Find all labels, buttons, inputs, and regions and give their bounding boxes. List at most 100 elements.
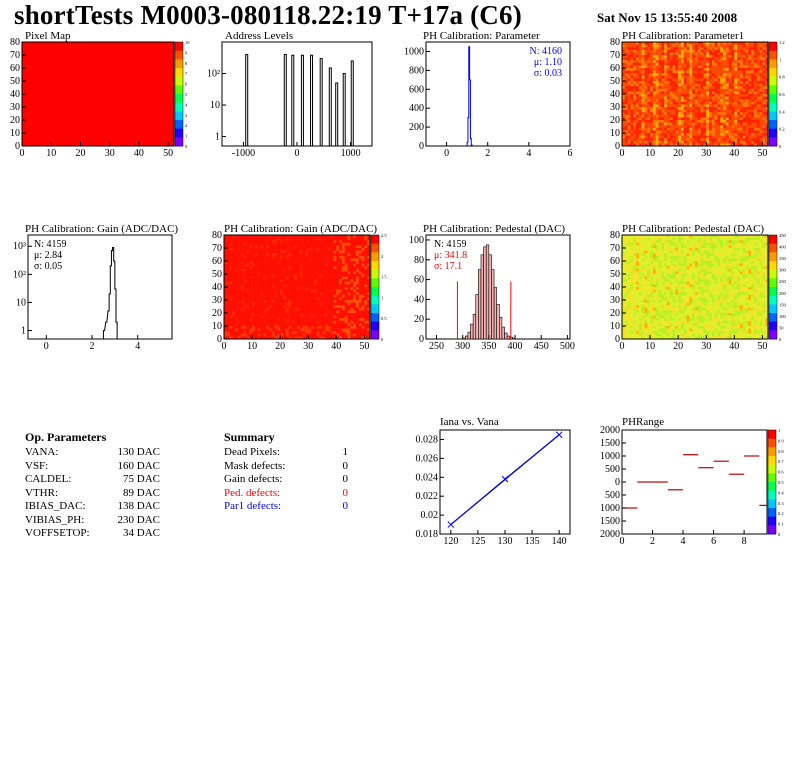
gain-cell bbox=[361, 305, 365, 309]
parameter1-cell bbox=[723, 114, 727, 118]
gain-cell bbox=[297, 276, 301, 280]
parameter1-cell bbox=[664, 83, 668, 87]
parameter1-cell bbox=[703, 70, 707, 74]
gain-cell bbox=[358, 307, 362, 311]
gain-cell bbox=[327, 281, 331, 285]
gain-cell bbox=[344, 271, 348, 275]
parameter1-cell bbox=[717, 44, 721, 48]
parameter1-cell bbox=[666, 62, 671, 66]
pedestal-cell bbox=[636, 245, 640, 249]
parameter1-cell bbox=[759, 75, 763, 79]
gain-cell bbox=[299, 281, 303, 285]
gain-cell bbox=[361, 320, 365, 324]
gain-cell bbox=[249, 336, 253, 340]
parameter1-cell bbox=[725, 68, 729, 71]
y-tick-label: 400 bbox=[409, 103, 424, 114]
parameter1-cell bbox=[734, 57, 738, 61]
parameter1-cell bbox=[658, 65, 662, 69]
gain-cell bbox=[243, 276, 247, 280]
parameter1-cell bbox=[652, 47, 656, 51]
parameter1-cell bbox=[734, 47, 738, 51]
parameter1-cell bbox=[669, 70, 673, 74]
parameter1-cell bbox=[689, 117, 693, 121]
gain-cell bbox=[325, 268, 329, 272]
parameter1-cell bbox=[742, 130, 746, 134]
gain-cell bbox=[285, 237, 289, 241]
parameter1-cell bbox=[678, 81, 682, 84]
pedestal-cell bbox=[647, 297, 651, 301]
gain-cell bbox=[246, 255, 250, 259]
parameter1-cell bbox=[661, 120, 665, 123]
parameter1-cell bbox=[678, 68, 682, 71]
pedestal-cell bbox=[622, 328, 626, 332]
parameter1-cell bbox=[706, 127, 710, 131]
parameter1-cell bbox=[745, 47, 749, 51]
gain-cell bbox=[249, 281, 253, 285]
gain-cell bbox=[344, 323, 348, 327]
parameter1-cell bbox=[737, 47, 741, 51]
gain-cell bbox=[358, 253, 362, 257]
gain-cell bbox=[355, 235, 360, 238]
parameter1-cell bbox=[737, 117, 741, 121]
x-tick-label: 0 bbox=[222, 341, 227, 352]
parameter1-cell bbox=[638, 83, 642, 87]
parameter1-cell bbox=[678, 86, 682, 90]
gain-cell bbox=[311, 323, 315, 327]
pedestal-cell bbox=[638, 297, 642, 301]
gain-cell bbox=[339, 297, 343, 301]
parameter1-cell bbox=[627, 65, 631, 69]
gain-cell bbox=[327, 320, 331, 324]
parameter1-cell bbox=[622, 91, 626, 95]
gain-cell bbox=[277, 333, 281, 337]
parameter1-cell bbox=[661, 68, 665, 71]
gain-cell bbox=[308, 274, 312, 277]
gain-cell bbox=[358, 326, 362, 329]
parameter1-cell bbox=[714, 60, 718, 64]
gain-cell bbox=[224, 266, 228, 270]
parameter1-cell bbox=[678, 42, 682, 45]
parameter1-cell bbox=[765, 138, 769, 142]
parameter1-cell bbox=[717, 73, 721, 77]
address-peak bbox=[342, 73, 347, 147]
gain-cell bbox=[252, 331, 256, 335]
parameter1-cell bbox=[762, 49, 766, 53]
pedestal-cell bbox=[627, 268, 631, 272]
pedestal-cell bbox=[636, 328, 640, 332]
gain-cell bbox=[330, 323, 334, 327]
parameter1-cell bbox=[644, 78, 648, 82]
parameter1-cell bbox=[624, 140, 628, 144]
parameter1-cell bbox=[759, 138, 763, 142]
gain-cell bbox=[243, 245, 247, 249]
gain-cell bbox=[355, 253, 360, 257]
gain-cell bbox=[333, 302, 337, 306]
gain-cell bbox=[341, 307, 346, 311]
parameter1-cell bbox=[739, 52, 744, 56]
gain-cell bbox=[268, 253, 273, 257]
gain-cell bbox=[257, 281, 261, 285]
parameter1-cell bbox=[737, 135, 741, 139]
parameter1-cell bbox=[703, 109, 707, 113]
gain-cell bbox=[243, 305, 247, 309]
parameter1-cell bbox=[669, 125, 673, 129]
parameter1-cell bbox=[672, 130, 676, 134]
pedestal-cell bbox=[633, 310, 637, 314]
gain-cell bbox=[240, 248, 244, 251]
parameter1-cell bbox=[711, 120, 715, 123]
gain-cell bbox=[322, 266, 326, 270]
gain-cell bbox=[271, 248, 275, 251]
gain-cell bbox=[294, 310, 298, 314]
parameter1-cell bbox=[700, 112, 704, 116]
parameter1-cell bbox=[641, 75, 645, 79]
parameter1-cell bbox=[756, 140, 760, 144]
pedestal-cell bbox=[650, 271, 654, 275]
parameter1-cell bbox=[695, 83, 699, 87]
parameter1-cell bbox=[683, 49, 687, 53]
parameter1-cell bbox=[689, 101, 693, 105]
gain-cell bbox=[268, 274, 273, 277]
x-tick-label: 0 bbox=[20, 148, 25, 159]
parameter1-cell bbox=[700, 140, 704, 144]
parameter1-cell bbox=[717, 122, 721, 126]
pedestal-cell bbox=[650, 305, 654, 309]
gain-cell bbox=[274, 242, 278, 246]
gain-cell bbox=[339, 300, 343, 303]
